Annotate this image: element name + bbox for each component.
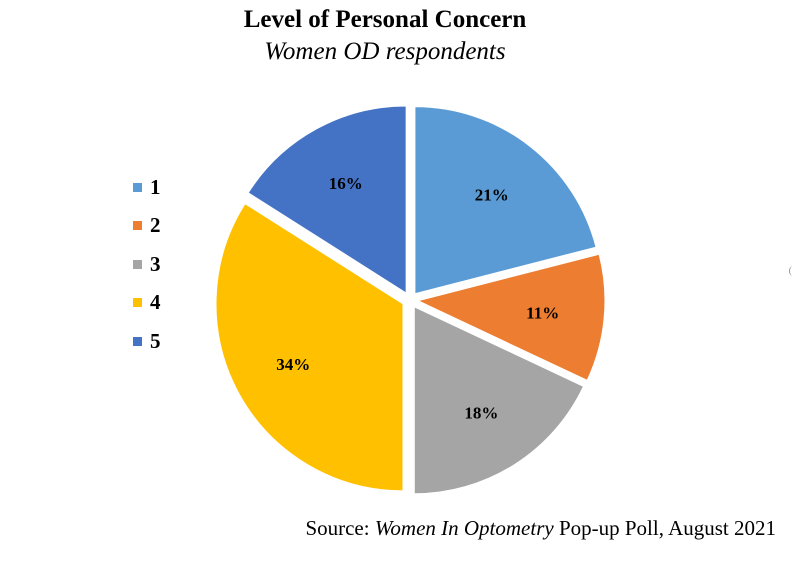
legend-swatch-1 [133,182,142,192]
legend-swatch-3 [133,259,142,269]
legend-item-5: 5 [133,322,161,361]
legend: 1 2 3 4 5 [133,168,161,361]
stray-mark [789,266,796,276]
chart-title: Level of Personal Concern [243,6,527,33]
source-publication: Women In Optometry [374,516,554,540]
legend-label-3: 3 [150,251,161,276]
pie-slice-5 [247,105,407,294]
pie-slice-1 [414,106,597,295]
pie-slice-label-3: 18% [464,404,498,423]
source-prefix: Source: [305,516,375,540]
pie-slice-label-5: 16% [329,174,363,193]
legend-swatch-5 [133,336,142,346]
pie-slice-2 [416,253,606,382]
pie-slice-4 [215,202,404,492]
legend-item-1: 1 [133,168,161,207]
legend-item-2: 2 [133,207,161,246]
legend-label-5: 5 [150,328,161,353]
chart-subtitle: Women OD respondents [264,38,506,65]
legend-label-2: 2 [150,213,161,238]
pie-slice-label-1: 21% [475,186,509,205]
pie-slice-label-2: 11% [526,304,559,323]
legend-swatch-2 [133,221,142,231]
pie-slice-label-4: 34% [276,355,310,374]
source-suffix: Pop-up Poll, August 2021 [553,516,776,540]
legend-label-4: 4 [150,290,161,315]
legend-item-3: 3 [133,245,161,284]
pie-slice-3 [413,305,585,495]
legend-label-1: 1 [150,174,161,199]
legend-item-4: 4 [133,284,161,323]
legend-swatch-4 [133,298,142,308]
source-note: Source: Women In Optometry Pop-up Poll, … [305,516,776,541]
